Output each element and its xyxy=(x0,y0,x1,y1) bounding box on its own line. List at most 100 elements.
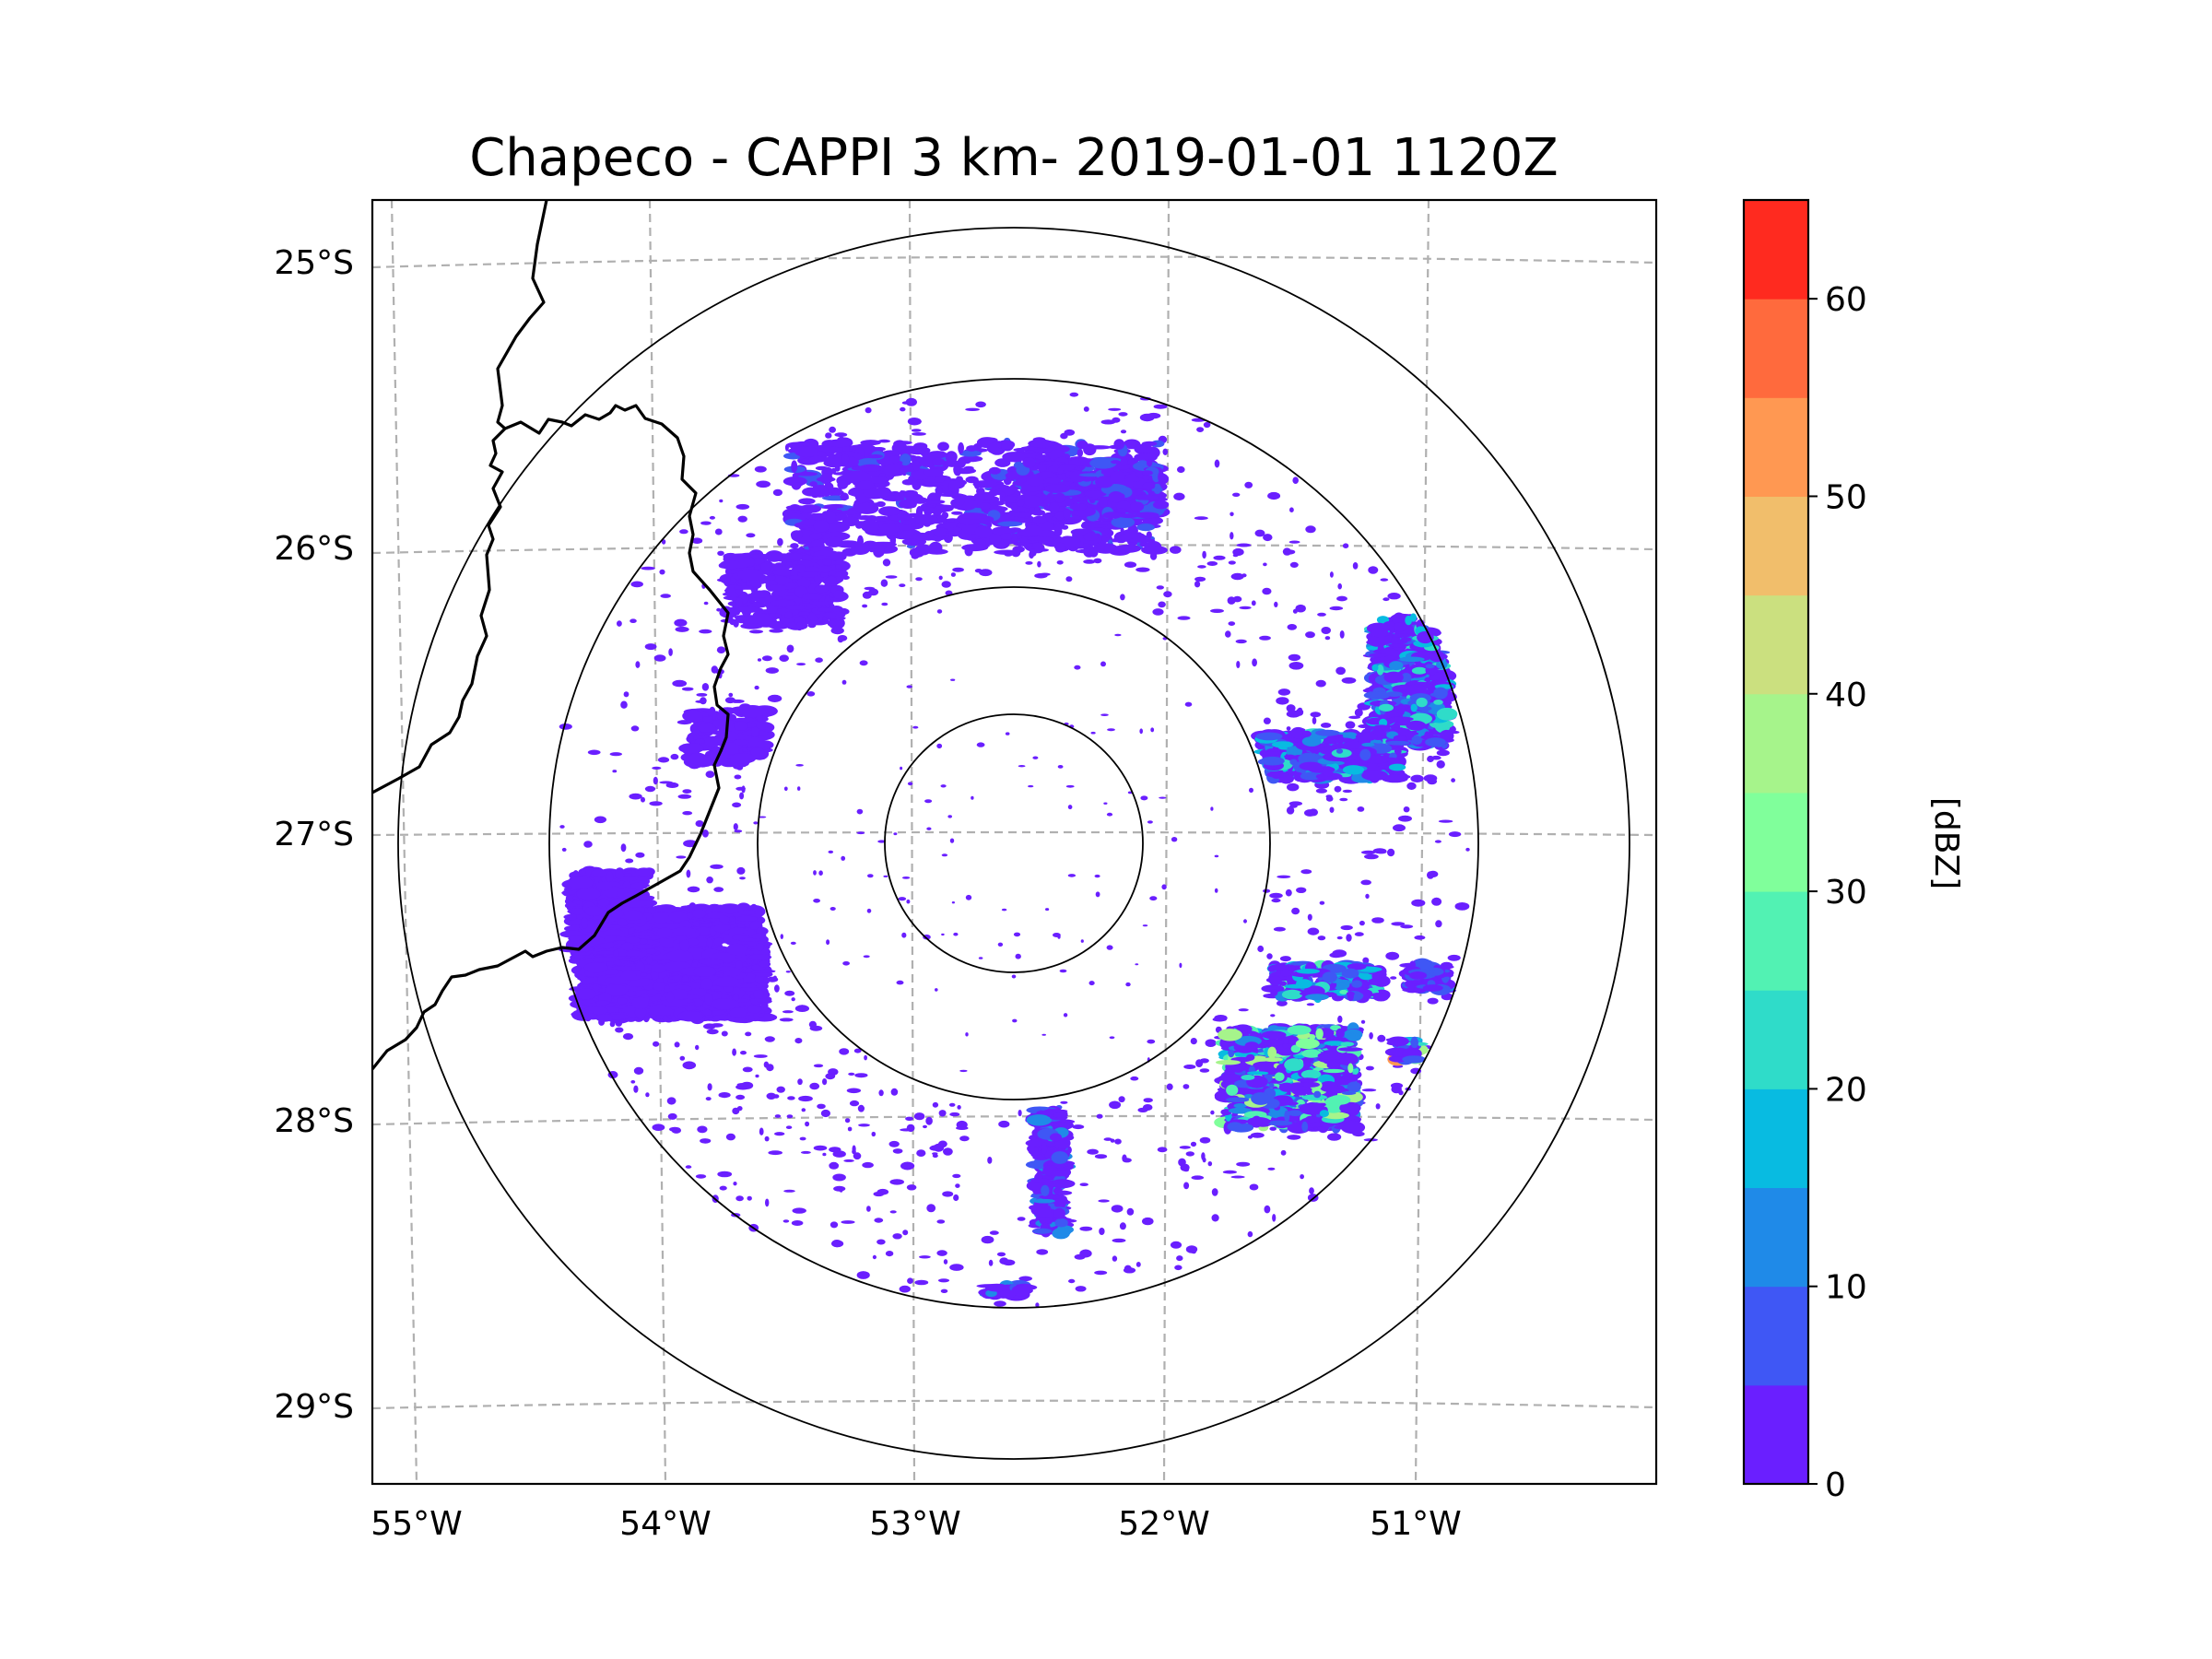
echo-cell xyxy=(1399,656,1425,663)
echo-cell xyxy=(754,465,767,473)
echo-cell xyxy=(848,1072,855,1076)
echo-cell xyxy=(950,572,956,577)
echo-cell xyxy=(1075,1286,1087,1292)
echo-cell xyxy=(1103,802,1108,805)
echo-cell xyxy=(766,1092,777,1100)
echo-cell xyxy=(1199,1136,1211,1144)
echo-cell xyxy=(1111,516,1135,528)
echo-cell xyxy=(899,1285,911,1293)
echo-cell xyxy=(1289,759,1298,766)
echo-cell xyxy=(779,1018,794,1022)
echo-cell xyxy=(957,457,966,468)
echo-cell xyxy=(1109,444,1121,450)
echo-cell xyxy=(795,621,804,631)
echo-cell xyxy=(701,830,709,838)
echo-cell xyxy=(757,658,762,662)
echo-cell xyxy=(932,507,943,516)
echo-cell xyxy=(700,978,713,990)
echo-cell xyxy=(981,1235,994,1244)
echo-cell xyxy=(1277,688,1291,696)
echo-cell xyxy=(629,793,642,800)
echo-cell xyxy=(1414,935,1426,940)
echo-cell xyxy=(1084,490,1107,498)
echo-cell xyxy=(1194,516,1208,521)
echo-cell xyxy=(925,500,946,504)
echo-cell xyxy=(1325,794,1333,799)
echo-cell xyxy=(726,943,747,956)
echo-cell xyxy=(1371,917,1384,924)
echo-cell xyxy=(682,1061,697,1070)
echo-cell xyxy=(841,510,860,515)
echo-cell xyxy=(1383,671,1404,684)
echo-cell xyxy=(926,1204,936,1213)
echo-cell xyxy=(1184,701,1193,707)
echo-cell xyxy=(1232,492,1241,497)
echo-cell xyxy=(885,575,898,579)
echo-cell xyxy=(1435,920,1442,928)
echo-cell xyxy=(951,901,955,904)
echo-cell xyxy=(1118,1096,1125,1103)
echo-cell xyxy=(1371,664,1379,672)
echo-cell xyxy=(736,606,759,614)
echo-cell xyxy=(1094,1154,1108,1159)
echo-cell xyxy=(717,966,735,972)
echo-cell xyxy=(1254,529,1265,537)
echo-cell xyxy=(846,1088,862,1094)
echo-cell xyxy=(1398,815,1412,822)
echo-cell xyxy=(1119,513,1138,519)
echo-cell xyxy=(919,1255,931,1259)
echo-cell xyxy=(877,840,886,843)
echo-cell xyxy=(790,543,799,549)
echo-cell xyxy=(862,1161,874,1169)
echo-cell xyxy=(631,996,649,1010)
echo-cell xyxy=(905,1116,914,1122)
echo-cell xyxy=(673,926,696,937)
echo-cell xyxy=(786,644,794,653)
echo-cell xyxy=(1079,1226,1093,1231)
echo-cell xyxy=(1146,531,1152,539)
echo-cell xyxy=(668,911,688,923)
echo-cell xyxy=(1095,891,1100,898)
echo-cell xyxy=(764,1036,775,1042)
echo-cell xyxy=(831,1240,842,1248)
echo-cell xyxy=(839,1048,850,1055)
echo-cell xyxy=(1398,1089,1404,1096)
echo-cell xyxy=(1409,613,1418,622)
echo-cell xyxy=(878,1089,884,1097)
echo-cell xyxy=(676,855,687,859)
echo-cell xyxy=(633,1085,639,1093)
echo-cell xyxy=(1080,939,1084,943)
echo-cell xyxy=(1327,1133,1342,1141)
echo-cell xyxy=(1319,900,1325,905)
echo-cell xyxy=(1392,633,1412,638)
echo-cell xyxy=(1106,945,1113,950)
echo-cell xyxy=(952,1173,961,1179)
echo-cell xyxy=(1465,847,1470,852)
echo-cell xyxy=(1310,712,1322,718)
echo-cell xyxy=(1176,1255,1183,1262)
echo-cell xyxy=(1232,553,1239,558)
echo-cell xyxy=(1034,506,1041,515)
echo-cell xyxy=(1287,1135,1301,1140)
echo-cell xyxy=(700,1138,712,1144)
echo-cell xyxy=(649,801,663,806)
echo-cell xyxy=(818,870,823,876)
echo-cell xyxy=(721,1030,728,1037)
echo-cell xyxy=(813,870,817,876)
echo-cell xyxy=(817,1103,826,1110)
echo-cell xyxy=(1427,871,1434,879)
echo-cell xyxy=(1329,952,1343,959)
echo-cell xyxy=(994,488,1015,496)
echo-cell xyxy=(1230,572,1244,581)
echo-cell xyxy=(1431,897,1442,906)
echo-cell xyxy=(843,1159,854,1162)
echo-cell xyxy=(1114,1138,1122,1145)
echo-cell xyxy=(854,502,879,514)
echo-cell xyxy=(1177,616,1191,620)
echo-cell xyxy=(1100,661,1106,667)
echo-cell xyxy=(733,1182,737,1186)
echo-cell xyxy=(724,697,735,704)
echo-cell xyxy=(1065,784,1075,788)
echo-cell xyxy=(889,455,900,464)
echo-cell xyxy=(749,553,773,559)
